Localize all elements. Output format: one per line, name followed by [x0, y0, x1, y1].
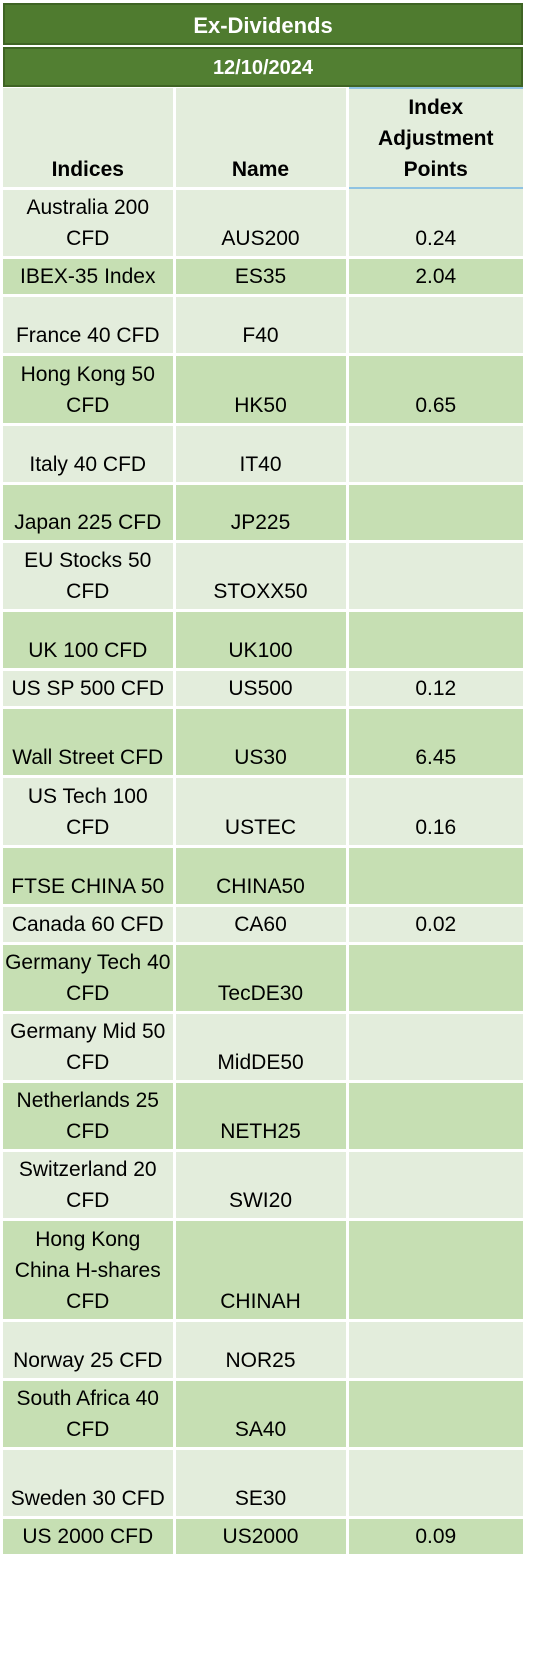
- header-adjustment-points[interactable]: Index Adjustment Points: [346, 87, 523, 189]
- cell-points: [347, 1219, 523, 1322]
- cell-index: IBEX-35 Index: [3, 257, 176, 297]
- cell-points: 0.02: [347, 905, 523, 945]
- cell-points: 6.45: [347, 707, 523, 778]
- cell-points: 0.09: [347, 1517, 523, 1557]
- cell-points: [347, 943, 523, 1014]
- cell-name: ES35: [174, 257, 349, 297]
- cell-index: Germany Tech 40 CFD: [3, 943, 176, 1014]
- cell-index: Hong Kong 50 CFD: [3, 354, 176, 426]
- cell-points: [347, 1320, 523, 1381]
- cell-name: AUS200: [174, 188, 349, 259]
- cell-name: IT40: [174, 424, 349, 485]
- cell-points: [347, 610, 523, 671]
- cell-index: Sweden 30 CFD: [3, 1448, 176, 1519]
- cell-name: UK100: [174, 610, 349, 671]
- cell-name: MidDE50: [174, 1012, 349, 1083]
- cell-name: CA60: [174, 905, 349, 945]
- cell-points: [347, 541, 523, 612]
- table-row: US Tech 100 CFD USTEC 0.16: [3, 776, 523, 848]
- cell-index: France 40 CFD: [3, 295, 176, 356]
- cell-index: US SP 500 CFD: [3, 669, 176, 709]
- cell-name: SE30: [174, 1448, 349, 1519]
- cell-index: South Africa 40 CFD: [3, 1379, 176, 1450]
- table-row: EU Stocks 50 CFD STOXX50: [3, 541, 523, 612]
- cell-name: USTEC: [174, 776, 349, 848]
- cell-points: [347, 846, 523, 907]
- cell-name: US500: [174, 669, 349, 709]
- sheet-date: 12/10/2024: [3, 47, 523, 87]
- table-row: UK 100 CFD UK100: [3, 610, 523, 671]
- header-row: Indices Name Index Adjustment Points: [3, 87, 523, 190]
- cell-name: SA40: [174, 1379, 349, 1450]
- table-row: FTSE CHINA 50 CHINA50: [3, 846, 523, 907]
- table-row: Wall Street CFD US30 6.45: [3, 707, 523, 778]
- cell-name: F40: [174, 295, 349, 356]
- cell-name: STOXX50: [174, 541, 349, 612]
- table-row: Japan 225 CFD JP225: [3, 483, 523, 543]
- cell-index: FTSE CHINA 50: [3, 846, 176, 907]
- cell-name: US2000: [174, 1517, 349, 1557]
- cell-points: 0.24: [347, 188, 523, 259]
- cell-index: Canada 60 CFD: [3, 905, 176, 945]
- table-row: Hong Kong China H-shares CFD CHINAH: [3, 1219, 523, 1322]
- cell-name: HK50: [174, 354, 349, 426]
- table-row: Italy 40 CFD IT40: [3, 424, 523, 485]
- cell-points: [347, 1448, 523, 1519]
- cell-points: [347, 1379, 523, 1450]
- cell-index: UK 100 CFD: [3, 610, 176, 671]
- table-row: Germany Mid 50 CFD MidDE50: [3, 1012, 523, 1083]
- cell-points: [347, 1012, 523, 1083]
- cell-points: 0.16: [347, 776, 523, 848]
- cell-name: CHINAH: [174, 1219, 349, 1322]
- cell-index: Italy 40 CFD: [3, 424, 176, 485]
- table-row: US 2000 CFD US2000 0.09: [3, 1517, 523, 1557]
- cell-points: 0.65: [347, 354, 523, 426]
- cell-index: EU Stocks 50 CFD: [3, 541, 176, 612]
- table-row: South Africa 40 CFD SA40: [3, 1379, 523, 1450]
- cell-points: [347, 1150, 523, 1221]
- cell-index: US 2000 CFD: [3, 1517, 176, 1557]
- cell-name: NETH25: [174, 1081, 349, 1152]
- cell-name: JP225: [174, 483, 349, 543]
- table-row: IBEX-35 Index ES35 2.04: [3, 257, 523, 297]
- table-row: Netherlands 25 CFD NETH25: [3, 1081, 523, 1152]
- table-row: Sweden 30 CFD SE30: [3, 1448, 523, 1519]
- table-row: Hong Kong 50 CFD HK50 0.65: [3, 354, 523, 426]
- cell-index: Netherlands 25 CFD: [3, 1081, 176, 1152]
- table-row: France 40 CFD F40: [3, 295, 523, 356]
- cell-index: Switzerland 20 CFD: [3, 1150, 176, 1221]
- cell-name: NOR25: [174, 1320, 349, 1381]
- table-row: Germany Tech 40 CFD TecDE30: [3, 943, 523, 1014]
- cell-points: 2.04: [347, 257, 523, 297]
- dividends-table: Indices Name Index Adjustment Points Aus…: [3, 87, 523, 1557]
- cell-points: [347, 483, 523, 543]
- table-row: US SP 500 CFD US500 0.12: [3, 669, 523, 709]
- header-indices: Indices: [3, 88, 176, 190]
- cell-points: 0.12: [347, 669, 523, 709]
- table-row: Norway 25 CFD NOR25: [3, 1320, 523, 1381]
- cell-index: Norway 25 CFD: [3, 1320, 176, 1381]
- cell-index: US Tech 100 CFD: [3, 776, 176, 848]
- cell-index: Australia 200 CFD: [3, 188, 176, 259]
- table-row: Canada 60 CFD CA60 0.02: [3, 905, 523, 945]
- ex-dividends-sheet: Ex-Dividends 12/10/2024 Indices Name Ind…: [3, 3, 523, 1557]
- cell-name: SWI20: [174, 1150, 349, 1221]
- cell-name: TecDE30: [174, 943, 349, 1014]
- cell-index: Wall Street CFD: [3, 707, 176, 778]
- cell-name: US30: [174, 707, 349, 778]
- table-row: Switzerland 20 CFD SWI20: [3, 1150, 523, 1221]
- cell-index: Japan 225 CFD: [3, 483, 176, 543]
- cell-index: Germany Mid 50 CFD: [3, 1012, 176, 1083]
- cell-index: Hong Kong China H-shares CFD: [3, 1219, 176, 1322]
- cell-points: [347, 1081, 523, 1152]
- table-row: Australia 200 CFD AUS200 0.24: [3, 188, 523, 259]
- header-name: Name: [174, 88, 349, 190]
- sheet-title: Ex-Dividends: [3, 3, 523, 45]
- cell-points: [347, 295, 523, 356]
- cell-name: CHINA50: [174, 846, 349, 907]
- cell-points: [347, 424, 523, 485]
